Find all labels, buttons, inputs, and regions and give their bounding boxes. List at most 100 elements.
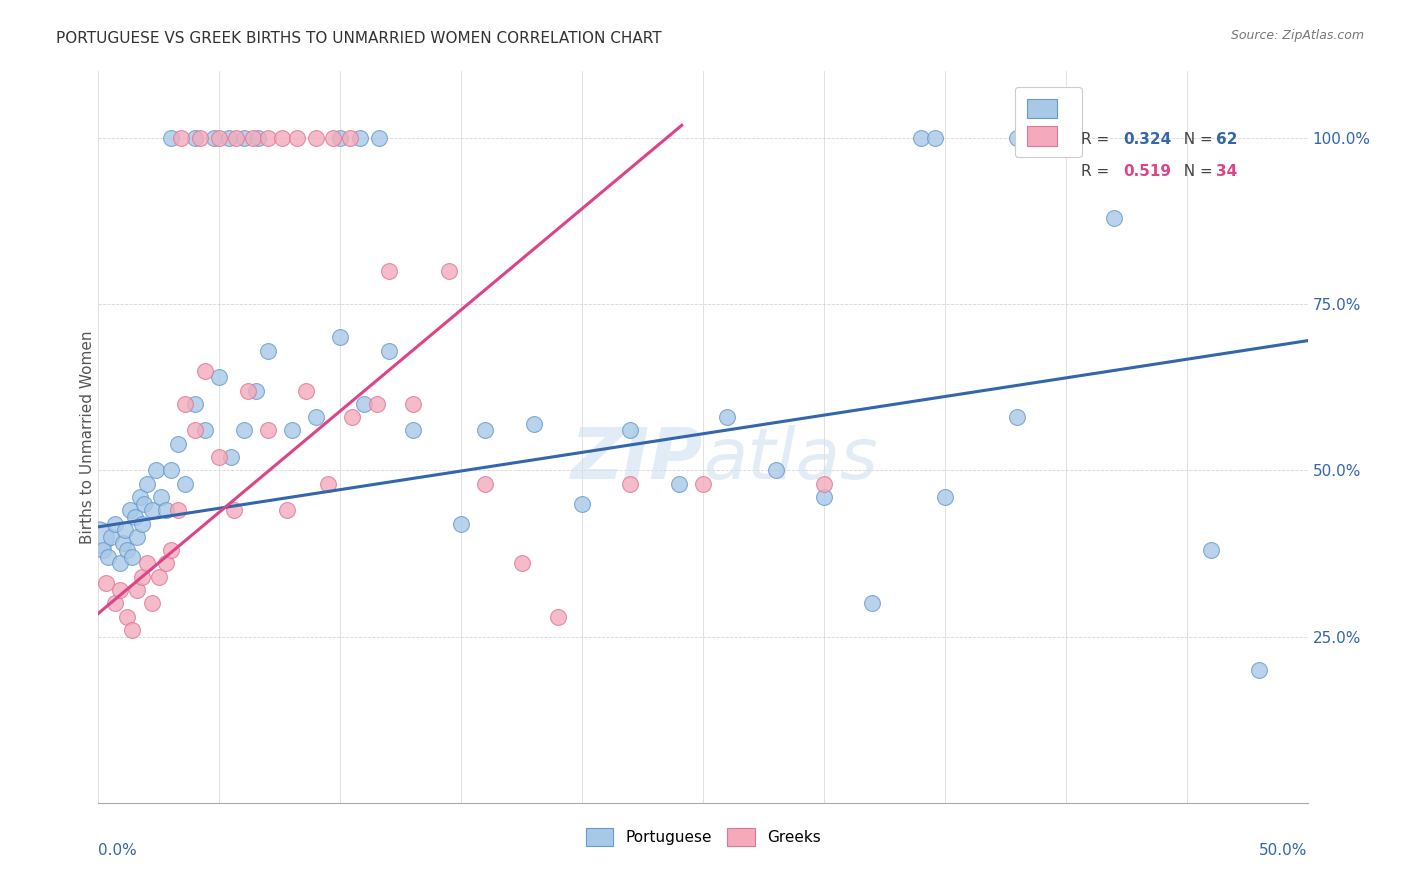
Point — [1102, 211, 1125, 225]
Point — [104, 596, 127, 610]
Point — [510, 557, 533, 571]
Point — [377, 264, 399, 278]
Point — [402, 424, 425, 438]
Point — [366, 397, 388, 411]
Point — [1199, 543, 1222, 558]
Point — [329, 131, 352, 145]
Point — [155, 503, 177, 517]
Point — [238, 384, 260, 398]
Text: 34: 34 — [1216, 164, 1237, 179]
Point — [1025, 131, 1047, 145]
Point — [117, 543, 139, 558]
Point — [111, 536, 134, 550]
Point — [135, 476, 157, 491]
Point — [281, 424, 304, 438]
Point — [295, 384, 318, 398]
Point — [668, 476, 690, 491]
Point — [97, 549, 120, 564]
Point — [225, 131, 247, 145]
Point — [285, 131, 308, 145]
Point — [208, 370, 231, 384]
Text: N =: N = — [1174, 164, 1218, 179]
Point — [174, 476, 197, 491]
Point — [128, 490, 150, 504]
Point — [208, 450, 231, 464]
Text: 0.324: 0.324 — [1123, 132, 1171, 147]
Point — [169, 131, 191, 145]
Point — [692, 476, 714, 491]
Point — [218, 131, 240, 145]
Point — [135, 557, 157, 571]
Point — [141, 503, 163, 517]
Text: atlas: atlas — [703, 425, 877, 493]
Point — [571, 497, 593, 511]
Text: 62: 62 — [1216, 132, 1237, 147]
Point — [316, 476, 339, 491]
Point — [194, 424, 217, 438]
Point — [342, 410, 364, 425]
Point — [813, 490, 835, 504]
Point — [124, 509, 146, 524]
Point — [305, 131, 328, 145]
Point — [184, 424, 207, 438]
Point — [221, 450, 243, 464]
Point — [127, 530, 149, 544]
Text: 0.519: 0.519 — [1123, 164, 1171, 179]
Point — [377, 343, 399, 358]
Point — [242, 131, 264, 145]
Point — [256, 131, 278, 145]
Point — [271, 131, 294, 145]
Point — [276, 503, 298, 517]
Point — [145, 463, 167, 477]
Point — [222, 503, 245, 517]
Point — [134, 497, 156, 511]
Point — [329, 330, 352, 344]
Point — [127, 582, 149, 597]
Point — [94, 576, 117, 591]
Point — [167, 503, 190, 517]
Point — [1007, 131, 1029, 145]
Point — [474, 424, 496, 438]
Point — [450, 516, 472, 531]
Point — [184, 397, 207, 411]
Point — [765, 463, 787, 477]
Text: R =: R = — [1081, 164, 1115, 179]
Point — [155, 557, 177, 571]
Point — [188, 131, 211, 145]
Point — [131, 570, 153, 584]
Point — [619, 476, 641, 491]
Point — [245, 384, 267, 398]
Point — [141, 596, 163, 610]
Point — [194, 363, 217, 377]
Point — [117, 609, 139, 624]
Legend: Portuguese, Greeks: Portuguese, Greeks — [578, 821, 828, 854]
Point — [121, 623, 143, 637]
Text: 0.0%: 0.0% — [98, 843, 138, 858]
Point — [184, 131, 207, 145]
Point — [104, 516, 127, 531]
Point — [148, 570, 170, 584]
Point — [208, 131, 231, 145]
Point — [437, 264, 460, 278]
Point — [160, 463, 183, 477]
Point — [160, 131, 183, 145]
Point — [716, 410, 738, 425]
Point — [160, 543, 183, 558]
Point — [108, 557, 131, 571]
Text: R =: R = — [1081, 132, 1115, 147]
Point — [1007, 410, 1029, 425]
Point — [305, 410, 328, 425]
Text: 50.0%: 50.0% — [1260, 843, 1308, 858]
Point — [114, 523, 136, 537]
Point — [924, 131, 946, 145]
Point — [167, 436, 190, 450]
Point — [108, 582, 131, 597]
Point — [910, 131, 932, 145]
Text: PORTUGUESE VS GREEK BIRTHS TO UNMARRIED WOMEN CORRELATION CHART: PORTUGUESE VS GREEK BIRTHS TO UNMARRIED … — [56, 31, 662, 46]
Point — [619, 424, 641, 438]
Point — [349, 131, 371, 145]
Text: N =: N = — [1174, 132, 1218, 147]
Point — [121, 549, 143, 564]
Point — [174, 397, 197, 411]
Point — [813, 476, 835, 491]
